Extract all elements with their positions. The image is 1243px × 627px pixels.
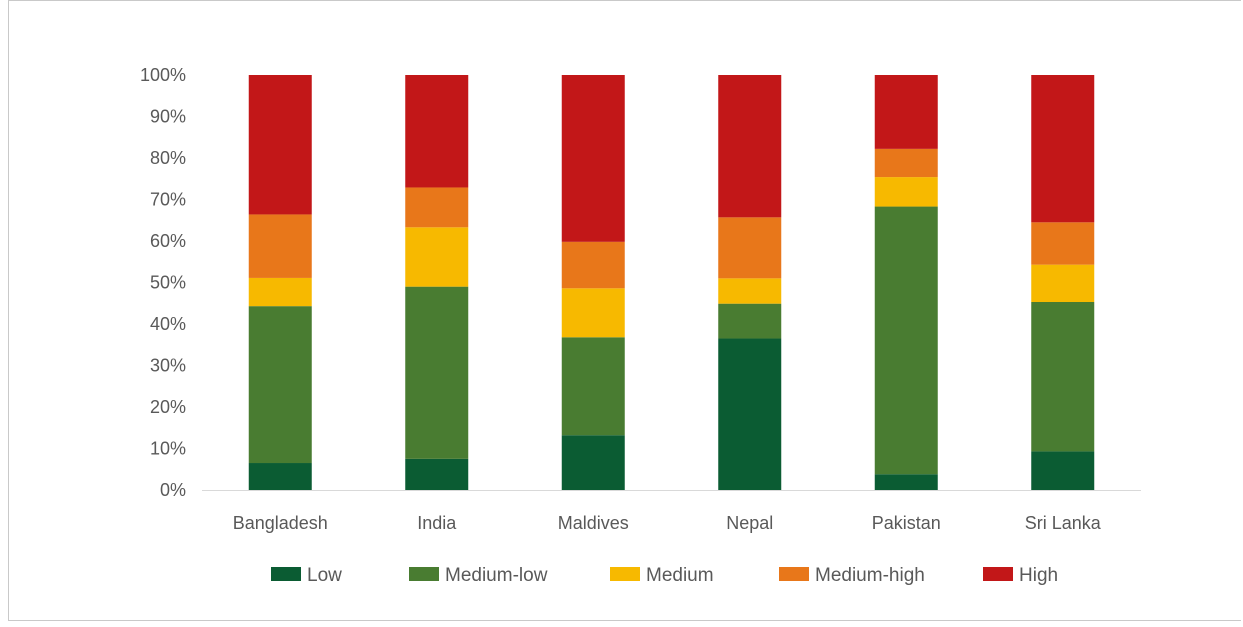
legend: Low Medium-low Medium Medium-high High [271,565,1058,586]
bar-segment-high [405,75,469,188]
bar-segment-medium-high [1031,222,1095,265]
legend-swatch [983,567,1013,581]
bar-segment-medium [718,278,782,304]
x-axis: Bangladesh India Maldives Nepal Pakistan Sri … [202,490,1141,533]
bar-segment-high [561,75,625,242]
y-tick-label: 100% [140,65,186,85]
bar-segment-medium-low [405,286,469,459]
x-tick-label: Sri Lanka [1025,513,1102,533]
x-tick-label: Bangladesh [233,513,328,533]
legend-label: Medium [646,565,714,586]
y-axis: 0% 10% 20% 30% 40% 50% 60% 70% 80% 90% 100% [140,65,186,500]
legend-swatch [610,567,640,581]
bar-segment-low [561,435,625,490]
bar-segment-high [1031,75,1095,223]
bar-segment-medium-high [561,241,625,289]
bar-segment-medium-low [561,337,625,436]
legend-item-low: Low [271,565,342,586]
y-tick-label: 60% [150,231,186,251]
x-tick-label: Nepal [726,513,773,533]
bar-segment-medium [874,177,938,207]
y-tick-label: 20% [150,397,186,417]
bar-stack-pakistan [874,75,938,490]
bar-segment-low [1031,451,1095,490]
bars [248,75,1095,490]
bar-segment-low [718,338,782,490]
bar-segment-medium-low [718,303,782,339]
bar-segment-medium-low [874,206,938,475]
bar-segment-medium-low [1031,302,1095,452]
bar-segment-medium-high [874,148,938,178]
legend-label: Low [307,565,342,586]
legend-item-high: High [983,565,1058,586]
y-tick-label: 90% [150,107,186,127]
y-tick-label: 30% [150,356,186,376]
bar-segment-low [248,463,312,490]
bar-stack-nepal [718,75,782,490]
bar-stack-maldives [561,75,625,490]
bar-segment-high [248,75,312,215]
legend-item-medium-low: Medium-low [409,565,548,586]
y-tick-label: 10% [150,439,186,459]
x-tick-label: Maldives [558,513,629,533]
bar-stack-bangladesh [248,75,312,490]
legend-swatch [271,567,301,581]
bar-segment-high [718,75,782,218]
legend-item-medium: Medium [610,565,714,586]
bar-stack-sri-lanka [1031,75,1095,490]
legend-swatch [779,567,809,581]
legend-label: High [1019,565,1058,586]
legend-label: Medium-low [445,565,548,586]
chart-frame: 0% 10% 20% 30% 40% 50% 60% 70% 80% 90% 100% Bangla… [8,0,1241,621]
x-tick-label: Pakistan [872,513,941,533]
bar-segment-medium [248,277,312,307]
legend-label: Medium-high [815,565,925,586]
bar-segment-high [874,75,938,149]
bar-segment-medium [1031,264,1095,303]
bar-segment-medium-high [248,214,312,278]
x-tick-label: India [417,513,457,533]
y-tick-label: 80% [150,148,186,168]
legend-item-medium-high: Medium-high [779,565,925,586]
bar-segment-medium-high [718,217,782,279]
y-tick-label: 0% [160,480,186,500]
bar-segment-medium [561,288,625,338]
stacked-bar-chart: 0% 10% 20% 30% 40% 50% 60% 70% 80% 90% 100% Bangla… [140,65,1141,586]
bar-segment-low [405,458,469,490]
bar-segment-medium-high [405,187,469,228]
y-tick-label: 70% [150,190,186,210]
bar-stack-india [405,75,469,490]
bar-segment-low [874,474,938,490]
bar-segment-medium [405,227,469,287]
bar-segment-medium-low [248,306,312,464]
legend-swatch [409,567,439,581]
y-tick-label: 50% [150,273,186,293]
y-tick-label: 40% [150,314,186,334]
